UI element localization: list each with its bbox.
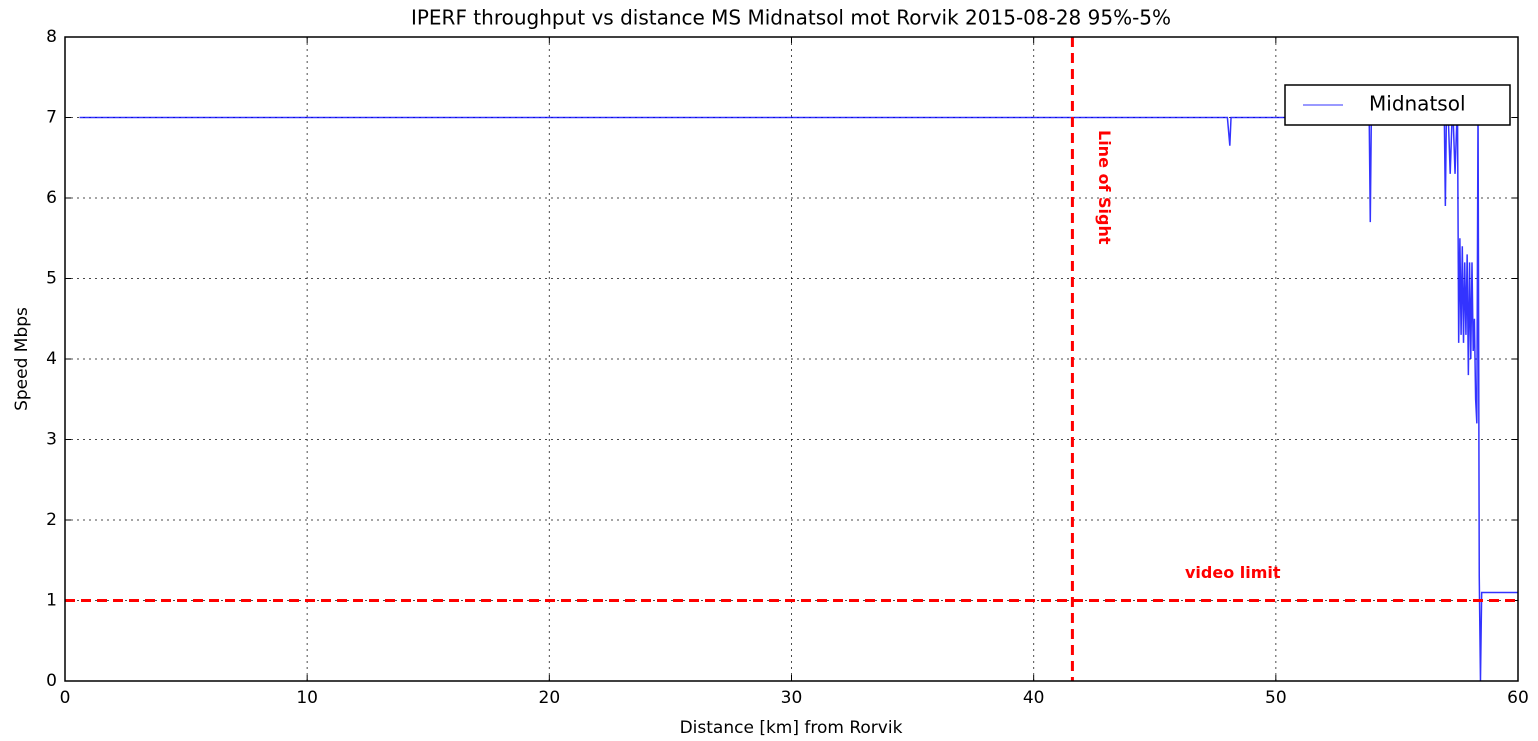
y-tick-label: 3 — [46, 430, 57, 450]
y-tick-label: 1 — [46, 591, 57, 611]
y-tick-label: 5 — [46, 269, 57, 289]
x-tick-label: 10 — [296, 688, 318, 708]
data-line — [79, 100, 1518, 682]
x-tick-label: 40 — [1023, 688, 1045, 708]
y-tick-label: 7 — [46, 108, 57, 128]
y-tick-label: 8 — [46, 27, 57, 47]
legend-label: Midnatsol — [1369, 92, 1466, 116]
legend-box — [1284, 84, 1511, 126]
x-tick-label: 60 — [1507, 688, 1529, 708]
x-tick-label: 50 — [1265, 688, 1287, 708]
y-tick-label: 4 — [46, 349, 57, 369]
plot-frame — [64, 36, 1519, 682]
x-tick-label: 0 — [60, 688, 71, 708]
x-axis-label: Distance [km] from Rorvik — [680, 718, 903, 738]
x-tick-label: 30 — [781, 688, 803, 708]
reference-label: Line of Sight — [1095, 130, 1114, 245]
chart-title: IPERF throughput vs distance MS Midnatso… — [411, 6, 1171, 30]
y-tick-label: 6 — [46, 188, 57, 208]
x-tick-label: 20 — [539, 688, 561, 708]
y-tick-label: 2 — [46, 510, 57, 530]
y-axis-label: Speed Mbps — [12, 307, 32, 411]
y-tick-label: 0 — [46, 671, 57, 691]
reference-label: video limit — [1185, 563, 1281, 582]
